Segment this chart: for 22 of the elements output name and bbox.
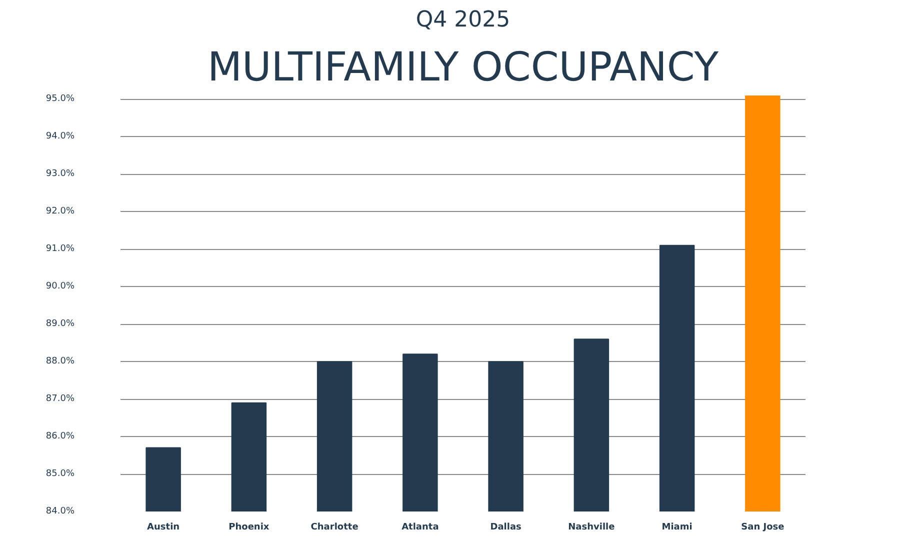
x-tick-label: Dallas [490, 522, 522, 532]
x-tick-label: Charlotte [310, 522, 358, 532]
x-tick-label: Austin [147, 522, 180, 532]
x-tick-label: Nashville [568, 522, 615, 532]
y-tick-label: 87.0% [46, 394, 75, 404]
chart-title: MULTIFAMILY OCCUPANCY [207, 44, 720, 90]
y-tick-label: 93.0% [46, 169, 75, 180]
x-tick-label: San Jose [741, 522, 784, 532]
y-tick-label: 86.0% [46, 432, 75, 442]
chart-subtitle: Q4 2025 [416, 8, 510, 32]
x-tick-label: Atlanta [402, 522, 439, 532]
x-tick-label: Phoenix [228, 522, 270, 532]
y-tick-label: 84.0% [46, 506, 75, 516]
y-tick-label: 91.0% [46, 244, 75, 254]
y-tick-label: 89.0% [46, 319, 75, 330]
x-tick-label: Miami [662, 522, 692, 532]
y-tick-label: 90.0% [46, 282, 75, 292]
y-tick-label: 88.0% [46, 356, 75, 367]
y-tick-label: 94.0% [46, 132, 75, 142]
y-tick-label: 95.0% [46, 94, 75, 104]
y-tick-label: 85.0% [46, 469, 75, 480]
y-tick-label: 92.0% [46, 206, 75, 217]
